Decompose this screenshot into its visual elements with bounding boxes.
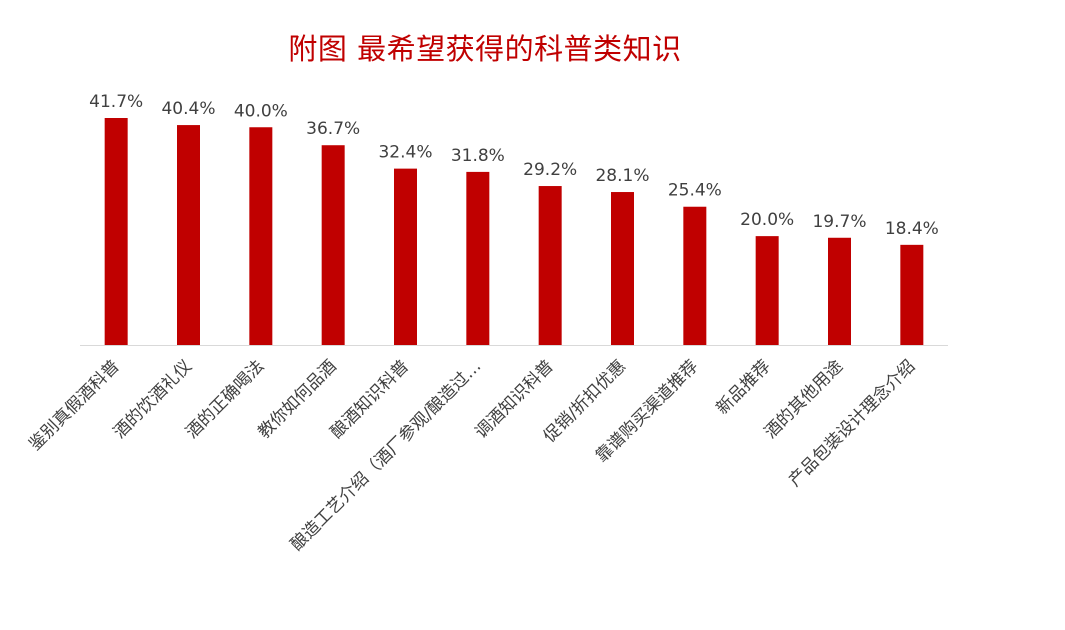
bar (321, 145, 345, 345)
category-label: 鉴别真假酒科普 (25, 356, 123, 454)
bars-group (104, 118, 924, 345)
value-label: 29.2% (523, 160, 577, 180)
category-label: 产品包装设计理念介绍 (784, 356, 919, 491)
value-label: 40.4% (161, 99, 215, 119)
value-label: 36.7% (306, 119, 360, 139)
bar (611, 192, 634, 345)
bar (900, 244, 924, 345)
bar (249, 127, 273, 345)
bar (177, 125, 200, 345)
value-label: 40.0% (234, 101, 288, 121)
category-label: 新品推荐 (712, 356, 774, 418)
value-label: 19.7% (812, 212, 866, 232)
category-labels-group: 鉴别真假酒科普酒的饮酒礼仪酒的正确喝法教你如何品酒酿酒知识科普酿造工艺介绍（酒厂… (25, 356, 919, 555)
value-label: 32.4% (378, 143, 432, 163)
bar (683, 206, 707, 345)
value-label: 41.7% (89, 92, 143, 112)
bar (466, 171, 490, 345)
value-label: 28.1% (595, 166, 649, 186)
bar (828, 237, 851, 345)
bar (394, 168, 417, 345)
bar (538, 186, 562, 345)
value-label: 18.4% (885, 219, 939, 239)
value-label: 25.4% (668, 181, 722, 201)
value-labels-group: 41.7% 40.4% 40.0% 36.7% 32.4% 31.8% 29.2% 28.1%… (89, 92, 939, 239)
value-label: 20.0% (740, 210, 794, 230)
bar (104, 118, 128, 345)
chart-title: 附图 最希望获得的科普类知识 (288, 32, 682, 66)
value-label: 31.8% (451, 146, 505, 166)
bar (755, 236, 779, 345)
